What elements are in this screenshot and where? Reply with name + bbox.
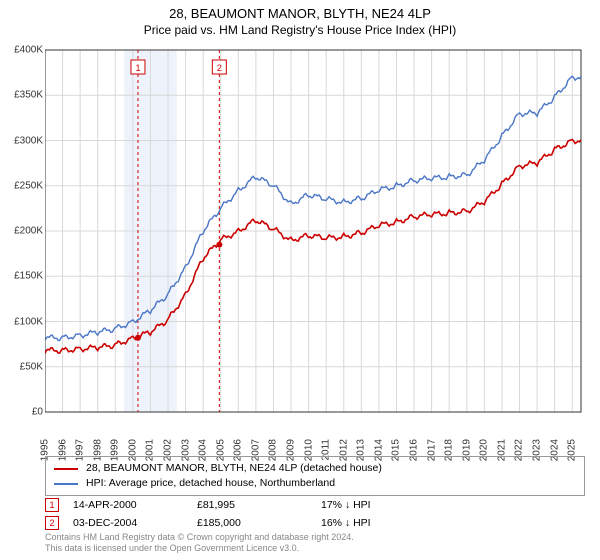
svg-text:1: 1 (135, 63, 140, 73)
footer-attribution: Contains HM Land Registry data © Crown c… (45, 532, 585, 555)
legend-label: HPI: Average price, detached house, Nort… (86, 476, 335, 491)
marker-row: 1 14-APR-2000 £81,995 17% ↓ HPI (45, 496, 585, 514)
legend-item: HPI: Average price, detached house, Nort… (54, 476, 576, 491)
sale-markers-table: 1 14-APR-2000 £81,995 17% ↓ HPI 2 03-DEC-2004… (45, 496, 585, 532)
y-tick-label: £250K (3, 180, 43, 191)
marker-delta: 16% ↓ HPI (321, 517, 431, 529)
marker-number-box: 1 (45, 498, 59, 512)
y-tick-label: £0 (3, 407, 43, 418)
price-chart: 12 £0£50K£100K£150K£200K£250K£300K£350K£… (45, 46, 585, 416)
svg-text:2: 2 (217, 63, 222, 73)
marker-row: 2 03-DEC-2004 £185,000 16% ↓ HPI (45, 514, 585, 532)
legend-item: 28, BEAUMONT MANOR, BLYTH, NE24 4LP (det… (54, 461, 576, 476)
y-tick-label: £150K (3, 271, 43, 282)
footer-line2: This data is licensed under the Open Gov… (45, 543, 585, 554)
y-tick-label: £200K (3, 226, 43, 237)
y-tick-label: £400K (3, 45, 43, 56)
y-tick-label: £100K (3, 316, 43, 327)
footer-line1: Contains HM Land Registry data © Crown c… (45, 532, 585, 543)
marker-delta: 17% ↓ HPI (321, 499, 431, 511)
marker-number-box: 2 (45, 516, 59, 530)
chart-svg: 12 (45, 46, 585, 416)
legend-swatch (54, 483, 78, 485)
legend-swatch (54, 468, 78, 470)
marker-date: 14-APR-2000 (73, 499, 183, 511)
title-address: 28, BEAUMONT MANOR, BLYTH, NE24 4LP (0, 6, 600, 21)
marker-price: £185,000 (197, 517, 307, 529)
y-tick-label: £350K (3, 90, 43, 101)
title-subtitle: Price paid vs. HM Land Registry's House … (0, 23, 600, 37)
y-tick-label: £300K (3, 135, 43, 146)
marker-date: 03-DEC-2004 (73, 517, 183, 529)
marker-price: £81,995 (197, 499, 307, 511)
y-tick-label: £50K (3, 361, 43, 372)
legend: 28, BEAUMONT MANOR, BLYTH, NE24 4LP (det… (45, 456, 585, 496)
legend-label: 28, BEAUMONT MANOR, BLYTH, NE24 4LP (det… (86, 461, 382, 476)
